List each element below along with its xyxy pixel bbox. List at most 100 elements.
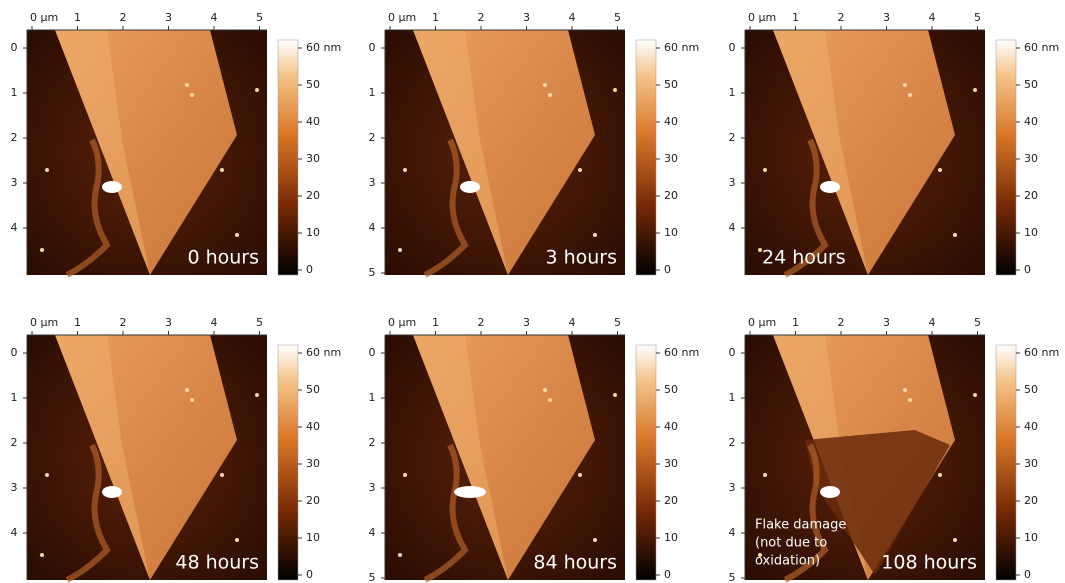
x-tick-label: 2	[478, 316, 485, 329]
y-tick-label: 2	[729, 436, 736, 449]
colorbar-tick-label: 0	[664, 263, 671, 276]
colorbar-tick-label: 40	[306, 115, 320, 128]
colorbar-tick-label: 50	[664, 383, 678, 396]
y-tick-label: 3	[729, 481, 736, 494]
colorbar-tick-label: 0	[1024, 263, 1031, 276]
speck	[40, 553, 44, 557]
speck	[220, 168, 224, 172]
colorbar-tick-label: 60 nm	[306, 41, 341, 54]
x-tick-label: 4	[569, 316, 576, 329]
x-tick-label: 3	[165, 11, 172, 24]
y-tick-label: 4	[729, 526, 736, 539]
colorbar-tick-label: 50	[664, 78, 678, 91]
speck	[613, 88, 617, 92]
y-tick-label: 2	[11, 436, 18, 449]
y-tick-label: 1	[369, 86, 376, 99]
y-tick-label: 1	[11, 86, 18, 99]
colorbar-tick-label: 20	[1024, 189, 1038, 202]
colorbar-tick-label: 20	[1024, 494, 1038, 507]
colorbar-tick-label: 50	[1024, 383, 1038, 396]
speck	[403, 168, 407, 172]
colorbar-tick-label: 10	[1024, 226, 1038, 239]
x-tick-label: 2	[838, 11, 845, 24]
colorbar-tick-label: 10	[306, 226, 320, 239]
note-line: Flake damage	[755, 518, 846, 533]
y-tick-label: 1	[729, 86, 736, 99]
x-tick-label: 1	[792, 11, 799, 24]
speck	[973, 88, 977, 92]
y-tick-label: 2	[11, 131, 18, 144]
particle	[820, 181, 840, 193]
y-tick-label: 3	[729, 176, 736, 189]
speck	[398, 248, 402, 252]
speck	[235, 233, 239, 237]
panel: 0 µm1234501234560 nm5040302010084 hours	[369, 316, 700, 583]
speck	[548, 398, 552, 402]
note-line: (not due to	[755, 536, 827, 551]
y-tick-label: 2	[369, 131, 376, 144]
speck	[938, 168, 942, 172]
speck	[973, 393, 977, 397]
speck	[403, 473, 407, 477]
speck	[578, 473, 582, 477]
y-tick-label: 2	[729, 131, 736, 144]
x-tick-label: 0 µm	[748, 11, 776, 24]
time-label: 0 hours	[187, 247, 259, 269]
x-tick-label: 0 µm	[748, 316, 776, 329]
speck	[45, 473, 49, 477]
x-tick-label: 3	[883, 316, 890, 329]
colorbar-tick-label: 60 nm	[664, 346, 699, 359]
x-tick-label: 3	[523, 11, 530, 24]
y-tick-label: 1	[369, 391, 376, 404]
speck	[235, 538, 239, 542]
y-tick-label: 4	[11, 221, 18, 234]
y-tick-label: 2	[369, 436, 376, 449]
speck	[398, 553, 402, 557]
speck	[953, 538, 957, 542]
y-tick-label: 1	[11, 391, 18, 404]
x-tick-label: 1	[432, 316, 439, 329]
x-tick-label: 0 µm	[30, 11, 58, 24]
particle	[102, 181, 122, 193]
speck	[953, 233, 957, 237]
colorbar-tick-label: 30	[1024, 457, 1038, 470]
figure: 0 µm123450123460 nm504030201000 hours0 µ…	[0, 0, 1065, 583]
particle	[820, 486, 840, 498]
colorbar	[996, 345, 1016, 580]
speck	[613, 393, 617, 397]
particle	[460, 181, 480, 193]
y-tick-label: 5	[369, 571, 376, 583]
y-tick-label: 4	[369, 221, 376, 234]
colorbar-tick-label: 0	[306, 568, 313, 581]
x-tick-label: 3	[523, 316, 530, 329]
y-tick-label: 0	[729, 346, 736, 359]
colorbar-tick-label: 30	[306, 457, 320, 470]
colorbar	[278, 345, 298, 580]
y-tick-label: 5	[369, 266, 376, 279]
speck	[593, 233, 597, 237]
speck	[255, 88, 259, 92]
time-label: 84 hours	[533, 552, 617, 574]
colorbar-tick-label: 20	[306, 189, 320, 202]
y-tick-label: 3	[11, 481, 18, 494]
particle	[454, 486, 486, 498]
colorbar-tick-label: 50	[306, 78, 320, 91]
speck	[548, 93, 552, 97]
colorbar-tick-label: 20	[664, 189, 678, 202]
x-tick-label: 5	[614, 316, 621, 329]
y-tick-label: 4	[369, 526, 376, 539]
colorbar-tick-label: 30	[664, 457, 678, 470]
x-tick-label: 2	[478, 11, 485, 24]
colorbar-tick-label: 10	[664, 226, 678, 239]
colorbar-tick-label: 60 nm	[306, 346, 341, 359]
x-tick-label: 1	[432, 11, 439, 24]
speck	[938, 473, 942, 477]
y-tick-label: 4	[11, 526, 18, 539]
x-tick-label: 1	[792, 316, 799, 329]
x-tick-label: 5	[256, 316, 263, 329]
speck	[908, 93, 912, 97]
